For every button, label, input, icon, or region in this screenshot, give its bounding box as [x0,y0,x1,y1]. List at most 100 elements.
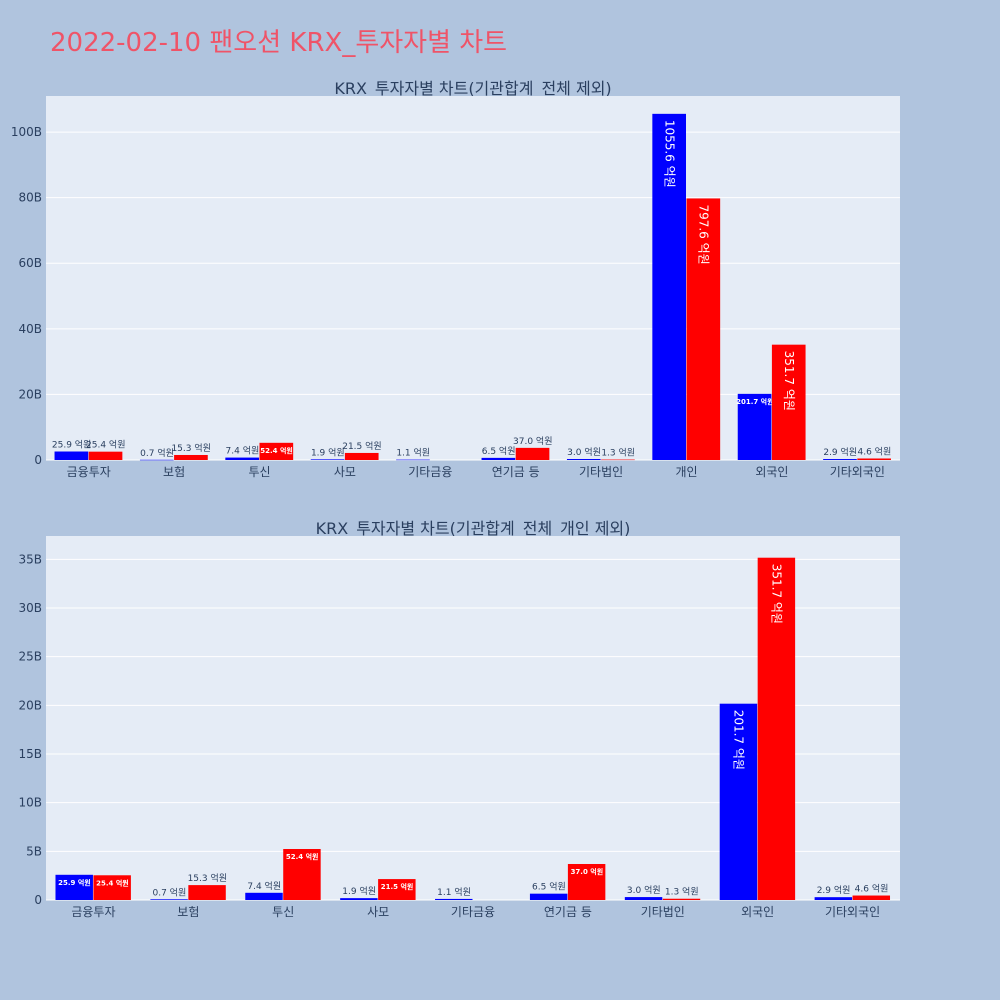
y-tick-label: 0 [34,893,42,907]
bar [481,457,516,460]
bar-label: 1.9 억원 [311,446,345,458]
bar-label: 1.1 억원 [437,886,471,898]
x-tick-label: 외국인 [741,905,774,919]
chart-title: KRX_투자자별 차트(기관합계_전체 제외) [334,79,611,99]
bar [259,442,294,460]
bar [852,895,891,900]
bar [771,344,806,460]
y-tick-label: 5B [26,844,42,858]
x-tick-label: 개인 [675,465,697,479]
bar [139,459,174,461]
x-tick-label: 사모 [367,905,389,919]
y-tick-label: 20B [18,698,42,712]
x-tick-label: 금융투자 [67,465,111,479]
bar [662,898,701,900]
bar [857,458,891,460]
bar-label: 21.5 억원 [342,440,381,452]
bar [344,452,379,460]
bar-label: 1.9 억원 [342,885,376,897]
bar [686,198,721,460]
bar-label: 15.3 억원 [171,442,210,454]
bar [174,454,208,460]
bar-label: 52.4 억원 [286,852,319,861]
chart-2: KRX_투자자별 차트(기관합계_전체_개인 제외) 0 5B 10B 15B 20B 25… [18,519,900,919]
bar-label: 25.9 억원 [52,439,91,451]
y-tick-label: 100B [11,125,42,139]
bar [93,875,131,900]
bar [601,459,635,461]
bar-label: 1.1 억원 [396,447,430,459]
bar-label: 0.7 억원 [140,447,174,459]
x-tick-label: 사모 [334,465,356,479]
bar-label: 2.9 억원 [817,884,851,896]
bar [188,885,226,900]
bar-label: 6.5 억원 [532,881,566,893]
bar [737,393,772,460]
chart-1: KRX_투자자별 차트(기관합계_전체 제외) 0 20B 40B 60B 80B 100B… [11,79,900,479]
y-tick-label: 60B [18,256,42,270]
chart-title: KRX_투자자별 차트(기관합계_전체_개인 제외) [316,519,631,539]
bar [814,897,853,900]
y-tick-label: 25B [18,650,42,664]
bar-label: 797.6 억원 [697,204,711,264]
bar-label: 351.7 억원 [770,564,784,624]
x-tick-label: 금융투자 [71,905,115,919]
bar [529,893,568,900]
bar [54,451,89,460]
bar-label: 201.7 억원 [732,710,746,770]
bar [55,874,93,900]
y-tick-label: 15B [18,747,42,761]
x-tick-label: 기타외국인 [825,905,880,919]
bar-label: 25.4 억원 [96,878,129,887]
bar [283,849,321,900]
bar-label: 37.0 억원 [571,867,604,876]
bar [378,879,416,900]
page-title: 2022-02-10 팬오션 KRX_투자자별 차트 [50,28,508,58]
y-tick-label: 0 [34,453,42,467]
bar-label: 2.9 억원 [823,446,857,458]
bar-label: 7.4 억원 [226,445,260,457]
x-tick-label: 외국인 [755,465,788,479]
bar [624,897,663,900]
y-tick-label: 20B [18,387,42,401]
bar-label: 21.5 억원 [381,882,414,891]
bar-label: 15.3 억원 [188,872,227,884]
bar-label: 3.0 억원 [627,884,661,896]
y-tick-label: 10B [18,796,42,810]
y-tick-label: 80B [18,191,42,205]
x-tick-label: 보험 [177,905,199,919]
bar [719,703,758,900]
bar [150,899,188,900]
bar-label: 3.0 억원 [567,446,601,458]
y-tick-label: 30B [18,601,42,615]
bar-label: 52.4 억원 [260,446,293,455]
bar [567,863,606,900]
bar-label: 1055.6 억원 [662,120,676,188]
bar [225,457,259,460]
x-tick-label: 기타법인 [641,905,685,919]
x-tick-label: 보험 [163,465,185,479]
bar-label: 351.7 억원 [782,351,796,411]
bar [245,892,283,900]
bar [757,557,796,900]
bar-label: 1.3 억원 [601,447,635,459]
x-tick-label: 기타법인 [579,465,623,479]
bar-label: 6.5 억원 [482,445,516,457]
bar-label: 4.6 억원 [855,883,889,895]
bar-label: 25.9 억원 [58,878,91,887]
bar [823,459,857,460]
y-tick-label: 40B [18,322,42,336]
bar [310,459,345,460]
bar [652,113,686,460]
x-tick-label: 기타외국인 [830,465,885,479]
bar [340,898,378,900]
bar-label: 7.4 억원 [247,880,281,892]
x-tick-label: 투신 [248,465,270,479]
bar-label: 0.7 억원 [152,886,186,898]
bar [88,451,123,460]
bar-label: 25.4 억원 [86,439,125,451]
bar [566,459,601,460]
bar [435,898,473,900]
x-tick-label: 연기금 등 [492,465,540,479]
x-tick-label: 연기금 등 [544,905,592,919]
